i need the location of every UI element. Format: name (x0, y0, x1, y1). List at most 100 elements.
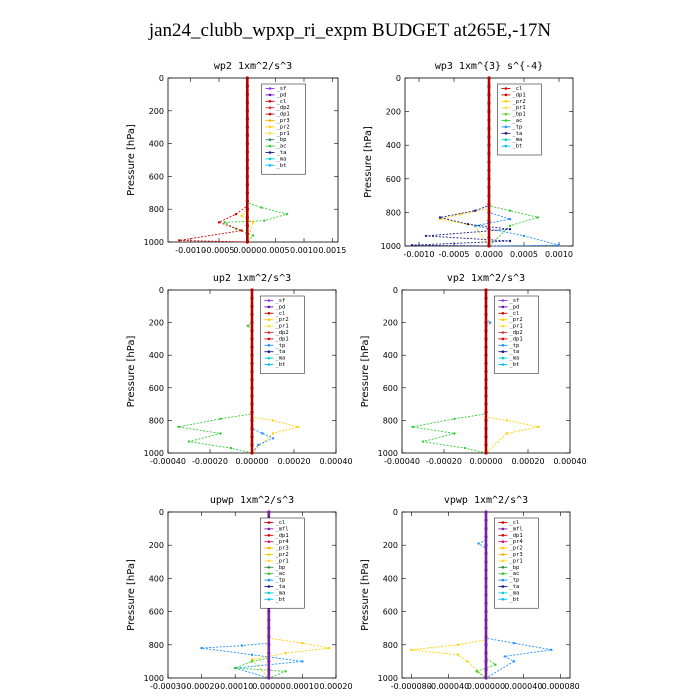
x-tick-label: -0.00020 (184, 682, 220, 691)
legend-entry: _pd (275, 304, 285, 310)
profile-marker (250, 296, 254, 300)
profile-marker (484, 369, 488, 374)
legend-entry: _pr1 (275, 558, 288, 564)
series-point-tp (489, 321, 492, 324)
profile-marker (250, 386, 254, 390)
x-tick-label: 0.0000 (233, 246, 261, 255)
y-tick-label: 800 (386, 208, 401, 217)
legend-marker (501, 527, 505, 531)
y-tick-label: 0 (159, 74, 164, 83)
legend-entry: _bp (277, 137, 287, 143)
y-tick-label: 1000 (381, 242, 401, 251)
profile-marker (484, 543, 488, 547)
legend-marker (267, 559, 271, 563)
profile-marker (267, 634, 271, 639)
legend-entry: _dp2 (275, 330, 288, 336)
profile-marker (484, 576, 488, 581)
series-point-ta (473, 209, 477, 212)
legend-entry: _bp (509, 565, 519, 571)
profile-marker (245, 224, 249, 228)
legend-entry: _sf (275, 298, 285, 304)
legend-marker (501, 344, 505, 347)
series-line-tp (477, 512, 552, 679)
legend-entry: _cl (509, 520, 519, 526)
x-tick-label: -0.000080 (391, 682, 432, 691)
legend-marker (268, 87, 272, 90)
legend-marker (267, 546, 271, 550)
series-point-pr2 (459, 212, 463, 216)
profile-marker (487, 236, 491, 240)
legend-entry: _pr2 (509, 317, 522, 323)
profile-marker (484, 618, 488, 622)
profile-marker (487, 210, 491, 214)
series-point-pr2 (466, 660, 469, 663)
legend-marker (504, 106, 508, 109)
profile-marker (250, 304, 254, 308)
panel-title: vpwp 1xm^2/s^3 (444, 495, 528, 506)
legend-entry: _dp1 (277, 112, 290, 118)
legend-marker (501, 331, 505, 334)
legend-marker (267, 312, 271, 315)
y-tick-label: 400 (383, 574, 398, 583)
profile-marker (245, 125, 249, 129)
series-point-ac (475, 670, 478, 673)
profile-marker (245, 215, 249, 219)
profile-marker (487, 177, 491, 181)
profile-marker (487, 76, 491, 80)
legend-marker (267, 585, 271, 588)
legend-marker (501, 312, 505, 315)
chart-panel-0: wp2 1xm^2/s^3 Pressure [hPa] 0 200 400 600 800… (126, 61, 346, 255)
profile-marker (250, 288, 254, 292)
legend-entry: _bt (509, 597, 519, 603)
series-point-dp1 (240, 229, 243, 232)
legend-entry: _bt (277, 163, 287, 169)
profile-marker (487, 219, 491, 223)
profile-marker (245, 240, 249, 244)
legend-entry: _pr2 (509, 546, 522, 552)
legend-marker (501, 305, 505, 309)
legend-marker (501, 350, 505, 354)
legend-entry: _ma (509, 590, 519, 596)
series-point-tp (301, 660, 304, 663)
series-point-tp (503, 655, 506, 658)
legend-entry: _pr3 (277, 118, 290, 124)
y-tick-label: 600 (383, 608, 398, 617)
legend-entry: _ma (509, 356, 519, 362)
profile-marker (245, 101, 249, 105)
x-tick-label: 0.000040 (504, 682, 542, 691)
y-tick-label: 400 (386, 141, 401, 150)
series-line-pr2 (411, 512, 487, 679)
legend-marker (267, 553, 271, 556)
y-axis-label: Pressure [hPa] (126, 336, 137, 408)
series-point-tp (512, 641, 516, 645)
legend-marker (268, 93, 272, 97)
profile-marker (484, 510, 488, 514)
series-point-pr2 (505, 419, 509, 422)
legend-entry: _tp (512, 124, 522, 130)
series-point-pr2 (284, 651, 287, 655)
legend-entry: _ta (275, 349, 285, 355)
profile-marker (245, 92, 249, 96)
x-tick-label: -0.00020 (192, 457, 228, 466)
series-point-tp (250, 653, 254, 656)
y-axis-label: Pressure [hPa] (360, 559, 371, 631)
y-tick-label: 800 (383, 416, 398, 425)
legend-entry: _sf (277, 86, 287, 92)
profile-marker (250, 435, 254, 439)
series-point-ta (424, 234, 428, 238)
legend-entry: _ma (275, 590, 285, 596)
profile-marker (484, 304, 488, 308)
y-tick-label: 800 (149, 416, 164, 425)
y-tick-label: 200 (386, 108, 401, 117)
x-tick-label: 0.00000 (469, 457, 502, 466)
profile-marker (484, 451, 488, 455)
series-point-ac (494, 663, 497, 666)
profile-marker (484, 676, 488, 680)
profile-marker (487, 227, 491, 231)
profile-marker (250, 329, 254, 333)
profile-marker (484, 659, 488, 664)
series-point-ac (508, 224, 512, 228)
profile-marker (484, 402, 488, 406)
series-point-ac (223, 221, 226, 224)
